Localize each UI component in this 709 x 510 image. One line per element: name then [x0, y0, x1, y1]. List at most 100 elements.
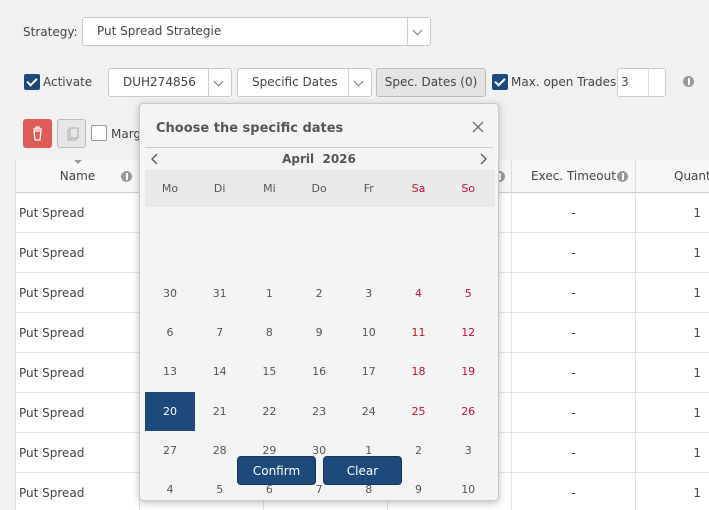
header-text: Quanti: [674, 169, 709, 183]
name-cell: Put Spread: [16, 233, 140, 273]
max-trades-value: 3: [621, 75, 629, 89]
calendar-day[interactable]: 18: [411, 365, 426, 379]
timeout-cell: -: [512, 473, 636, 510]
close-button[interactable]: [472, 121, 484, 133]
margin-checkbox[interactable]: [91, 125, 107, 141]
delete-button[interactable]: [23, 119, 52, 148]
timeout-cell: -: [512, 233, 636, 273]
max-trades-spinner[interactable]: 3: [617, 68, 666, 97]
copy-button[interactable]: [57, 119, 86, 148]
calendar-day[interactable]: 14: [212, 365, 227, 379]
weekday: Fr: [363, 182, 374, 195]
timeout-cell: -: [512, 313, 636, 353]
confirm-button[interactable]: Confirm: [237, 456, 316, 485]
prev-month[interactable]: [150, 153, 160, 165]
strategy-value: Put Spread Strategie: [97, 24, 222, 38]
info-icon: [494, 171, 505, 182]
account-select[interactable]: DUH274856: [108, 68, 232, 97]
calendar-day[interactable]: 28: [212, 443, 227, 457]
activate-checkbox[interactable]: [24, 74, 40, 90]
calendar-day[interactable]: 24: [361, 404, 376, 418]
quantity-cell: 1: [636, 233, 709, 273]
calendar-day[interactable]: 1: [365, 443, 373, 457]
calendar-day[interactable]: 2: [315, 287, 323, 300]
calendar-day[interactable]: 6: [265, 483, 273, 496]
mode-select[interactable]: Specific Dates: [237, 68, 372, 97]
calendar-day[interactable]: 10: [361, 326, 376, 340]
calendar-day[interactable]: 7: [315, 483, 323, 496]
timeout-cell: -: [512, 433, 636, 473]
calendar-day[interactable]: 2: [415, 443, 422, 457]
name-cell: Put Spread: [16, 273, 140, 313]
calendar-day[interactable]: 10: [461, 483, 476, 496]
calendar-day[interactable]: 15: [262, 365, 277, 379]
calendar-day[interactable]: 11: [411, 326, 426, 340]
calendar-day[interactable]: 5: [216, 483, 224, 496]
name-cell: Put Spread: [16, 193, 140, 233]
calendar-day[interactable]: 30: [312, 443, 327, 457]
quantity-cell: 1: [636, 353, 709, 393]
calendar-day[interactable]: 4: [415, 287, 422, 300]
name-cell: Put Spread: [16, 353, 140, 393]
month-year: April 2026: [240, 152, 398, 166]
calendar-day[interactable]: 22: [262, 404, 277, 418]
header-name[interactable]: Name: [16, 160, 140, 193]
max-trades-label: Max. open Trades: [511, 75, 617, 89]
weekday: Do: [311, 182, 327, 195]
quantity-cell: 1: [636, 193, 709, 233]
calendar-day[interactable]: 8: [265, 326, 273, 340]
quantity-cell: 1: [636, 313, 709, 353]
header-quantity[interactable]: Quanti: [636, 160, 709, 193]
info-icon: [121, 171, 132, 182]
calendar-day[interactable]: 17: [361, 365, 376, 379]
strategy-select[interactable]: Put Spread Strategie: [82, 17, 431, 46]
calendar-day[interactable]: 19: [461, 365, 476, 379]
calendar-day[interactable]: 5: [464, 287, 472, 300]
weekday: Sa: [411, 182, 426, 195]
timeout-cell: -: [512, 193, 636, 233]
timeout-cell: -: [512, 273, 636, 313]
calendar-day[interactable]: 6: [166, 326, 174, 340]
calendar-day[interactable]: 30: [163, 287, 177, 300]
name-cell: Put Spread: [16, 313, 140, 353]
calendar-day[interactable]: 1: [265, 287, 273, 300]
calendar-day[interactable]: 20: [145, 391, 195, 431]
timeout-cell: -: [512, 353, 636, 393]
calendar-day[interactable]: 31: [212, 287, 227, 300]
weekday: Di: [213, 182, 226, 195]
calendar-day[interactable]: 27: [163, 443, 177, 457]
calendar-day[interactable]: 25: [411, 404, 426, 418]
calendar-day[interactable]: 3: [365, 287, 373, 300]
name-cell: Put Spread: [16, 393, 140, 433]
calendar-day[interactable]: 29: [262, 443, 277, 457]
weekday-row: [145, 170, 495, 207]
max-trades-checkbox[interactable]: [492, 74, 508, 90]
next-month[interactable]: [478, 153, 488, 165]
account-value: DUH274856: [123, 75, 196, 89]
calendar-day[interactable]: 4: [166, 483, 174, 496]
weekday: Mi: [263, 182, 276, 195]
month: April: [282, 152, 315, 166]
calendar-day[interactable]: 7: [216, 326, 224, 340]
calendar-day[interactable]: 8: [365, 483, 373, 496]
clear-button[interactable]: Clear: [323, 456, 402, 485]
info-icon: [683, 76, 694, 87]
calendar-day[interactable]: 21: [212, 404, 227, 418]
quantity-cell: 1: [636, 433, 709, 473]
calendar-day[interactable]: 9: [415, 483, 422, 496]
weekday: Mo: [161, 182, 179, 195]
calendar-day[interactable]: 13: [163, 365, 177, 379]
strategy-label: Strategy:: [23, 25, 78, 39]
calendar-day[interactable]: 12: [461, 326, 476, 340]
calendar-day[interactable]: 26: [461, 404, 476, 418]
year: 2026: [322, 152, 356, 166]
name-cell: Put Spread: [16, 473, 140, 510]
calendar-day[interactable]: 16: [312, 365, 327, 379]
calendar-day[interactable]: 23: [312, 404, 327, 418]
calendar-day[interactable]: 9: [315, 326, 323, 340]
spec-dates-button[interactable]: Spec. Dates (0): [376, 68, 486, 97]
calendar-day[interactable]: 3: [464, 443, 472, 457]
header-exec-timeout[interactable]: Exec. Timeout: [512, 160, 636, 193]
